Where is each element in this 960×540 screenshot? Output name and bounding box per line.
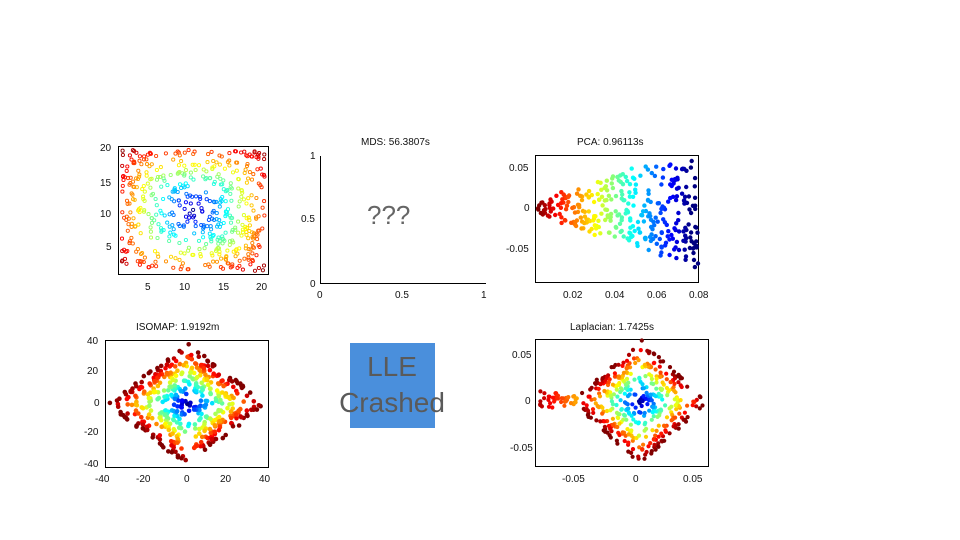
panel-mds-title: MDS: 56.3807s	[361, 137, 430, 148]
panel-laplacian-ytick: 0	[525, 396, 531, 407]
panel-mds-ytick: 1	[310, 151, 316, 162]
panel-isomap-title: ISOMAP: 1.9192m	[136, 322, 220, 333]
panel-laplacian-title: Laplacian: 1.7425s	[570, 322, 654, 333]
panel-original-ytick: 20	[100, 143, 112, 154]
panel-isomap-xtick: 40	[259, 474, 271, 485]
panel-mds-xtick: 0.5	[395, 290, 409, 301]
panel-mds-ytick: 0	[310, 279, 316, 290]
panel-isomap-ytick: -40	[84, 459, 99, 470]
panel-mds-xtick: 1	[481, 290, 487, 301]
panel-isomap-xtick: 20	[220, 474, 232, 485]
panel-isomap-ytick: -20	[84, 427, 99, 438]
panel-pca-ytick: 0	[524, 203, 530, 214]
panel-isomap-plot	[105, 340, 269, 468]
panel-mds-ytick: 0.5	[301, 214, 315, 225]
panel-pca-xtick: 0.02	[563, 290, 583, 301]
panel-mds-plot	[320, 156, 486, 284]
panel-original-xtick: 10	[179, 282, 191, 293]
panel-isomap-xtick: 0	[184, 474, 190, 485]
panel-original-xtick: 15	[218, 282, 230, 293]
panel-original-ytick: 5	[106, 242, 112, 253]
panel-mds-annotation: ???	[367, 200, 411, 230]
panel-laplacian-ytick: -0.05	[510, 443, 533, 454]
panel-isomap-ytick: 40	[87, 336, 99, 347]
panel-original-ytick: 10	[100, 209, 112, 220]
panel-pca-xtick: 0.06	[647, 290, 667, 301]
panel-laplacian-ytick: 0.05	[512, 350, 532, 361]
panel-isomap-xtick: -40	[95, 474, 110, 485]
lle-crashed-box	[350, 343, 435, 428]
panel-isomap-xtick: -20	[136, 474, 151, 485]
panel-pca-plot	[535, 155, 699, 283]
panel-isomap-ytick: 0	[94, 398, 100, 409]
panel-pca-xtick: 0.08	[689, 290, 709, 301]
panel-pca-ytick: -0.05	[506, 244, 529, 255]
panel-original-plot	[118, 146, 269, 275]
panel-original-ytick: 15	[100, 178, 112, 189]
panel-pca-ytick: 0.05	[509, 163, 529, 174]
panel-pca-title: PCA: 0.96113s	[577, 137, 644, 148]
panel-isomap-ytick: 20	[87, 366, 99, 377]
lle-crashed-label: LLE Crashed	[339, 351, 445, 418]
panel-laplacian-plot	[535, 339, 709, 467]
panel-pca-xtick: 0.04	[605, 290, 625, 301]
panel-original-xtick: 5	[145, 282, 151, 293]
panel-original-xtick: 20	[256, 282, 268, 293]
panel-laplacian-xtick: 0	[633, 474, 639, 485]
panel-mds-xtick: 0	[317, 290, 323, 301]
panel-laplacian-xtick: -0.05	[562, 474, 585, 485]
panel-laplacian-xtick: 0.05	[683, 474, 703, 485]
